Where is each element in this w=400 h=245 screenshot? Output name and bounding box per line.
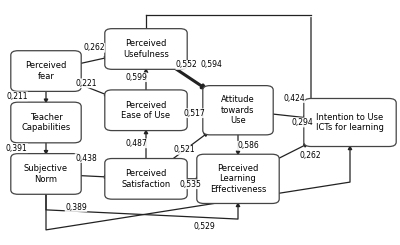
Text: 0,424: 0,424 <box>283 94 305 102</box>
FancyBboxPatch shape <box>11 154 81 194</box>
Text: Perceived
Ease of Use: Perceived Ease of Use <box>122 100 170 120</box>
Text: 0,517: 0,517 <box>184 109 206 118</box>
Text: Perceived
Usefulness: Perceived Usefulness <box>123 39 169 59</box>
Text: 0,389: 0,389 <box>65 203 87 211</box>
Text: Perceived
fear: Perceived fear <box>25 61 67 81</box>
FancyBboxPatch shape <box>203 86 273 135</box>
Text: Subjective
Norm: Subjective Norm <box>24 164 68 184</box>
FancyBboxPatch shape <box>304 98 396 147</box>
Text: 0,211: 0,211 <box>6 92 28 101</box>
Text: 0,221: 0,221 <box>75 79 97 88</box>
Text: 0,521: 0,521 <box>174 146 196 154</box>
Text: 0,438: 0,438 <box>75 154 97 162</box>
FancyBboxPatch shape <box>105 29 187 69</box>
Text: 0,599: 0,599 <box>125 73 147 82</box>
Text: 0,487: 0,487 <box>125 139 147 148</box>
Text: Teacher
Capabilities: Teacher Capabilities <box>21 113 71 132</box>
Text: 0,529: 0,529 <box>193 222 215 231</box>
FancyBboxPatch shape <box>197 154 279 203</box>
FancyBboxPatch shape <box>105 90 187 131</box>
Text: 0,586: 0,586 <box>237 141 259 150</box>
Text: Intention to Use
ICTs for learning: Intention to Use ICTs for learning <box>316 113 384 132</box>
Text: 0,552: 0,552 <box>176 61 198 69</box>
Text: Perceived
Learning
Effectiveness: Perceived Learning Effectiveness <box>210 164 266 194</box>
Text: 0,262: 0,262 <box>299 151 321 160</box>
FancyBboxPatch shape <box>11 102 81 143</box>
Text: Perceived
Satisfaction: Perceived Satisfaction <box>121 169 171 189</box>
FancyBboxPatch shape <box>105 159 187 199</box>
Text: 0,535: 0,535 <box>179 180 201 189</box>
Text: 0,294: 0,294 <box>291 118 313 127</box>
Text: 0,594: 0,594 <box>200 61 222 69</box>
FancyBboxPatch shape <box>11 51 81 91</box>
Text: Attitude
towards
Use: Attitude towards Use <box>221 95 255 125</box>
Text: 0,262: 0,262 <box>83 43 105 52</box>
Text: 0,391: 0,391 <box>6 144 28 153</box>
